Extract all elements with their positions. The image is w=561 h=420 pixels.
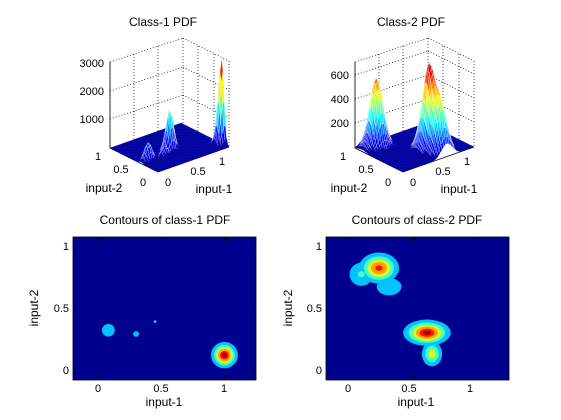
class1-surface-plot: Class-1 PDF: [80, 15, 233, 196]
class2-yticks: 1 0.5 0: [340, 151, 391, 189]
class2-contour-frame: [325, 236, 510, 381]
class2-zticks: 600 400 200: [331, 70, 349, 130]
class1-contour-yticklabels: 0 0.5 1: [54, 241, 69, 377]
x-tick-label: 1: [467, 383, 473, 395]
class2-contour-ticks: [326, 237, 509, 380]
contour-region: [428, 349, 436, 359]
class2-contour-xticklabels: 0 0.5 1: [345, 383, 473, 395]
class2-contour-plot: Contours of class-2 PDF 0 0.5 1 0 0.5 1 …: [281, 213, 510, 409]
class1-yticks: 1 0.5 0: [95, 151, 146, 189]
surface-cell: [470, 146, 475, 148]
contour-region: [133, 331, 140, 337]
class1-ylabel: input-2: [86, 181, 123, 195]
class2-contour-ylabel: input-2: [281, 289, 295, 326]
y-tick-label: 1: [63, 241, 69, 253]
class1-zticks: 3000 2000 1000: [80, 58, 104, 126]
z-tick-label: 400: [331, 94, 349, 106]
class1-surface: [109, 58, 230, 173]
contour-region: [101, 323, 115, 337]
y-tick-label: 1: [95, 151, 101, 163]
class1-contour-ylabel: input-2: [27, 289, 41, 326]
contour-region: [376, 278, 402, 296]
x-tick-label: 0: [95, 383, 101, 395]
class2-ylabel: input-2: [331, 181, 368, 195]
class1-xlabel: input-1: [196, 182, 233, 196]
y-tick-label: 0.5: [358, 164, 373, 176]
class2-contour-background: [326, 237, 509, 380]
class2-contour-fills: [349, 252, 451, 367]
x-tick-label: 0: [345, 383, 351, 395]
contour-region: [423, 330, 431, 335]
y-tick-label: 0: [140, 177, 146, 189]
y-tick-label: 0.5: [113, 164, 128, 176]
class1-contour-ticks: [73, 237, 256, 380]
x-tick-label: 0: [410, 177, 416, 189]
class1-contour-xticklabels: 0 0.5 1: [95, 383, 227, 395]
contour-region: [221, 352, 227, 358]
x-tick-label: 0.5: [401, 383, 416, 395]
class2-contour-title: Contours of class-2 PDF: [352, 213, 483, 227]
class2-xticks: 0 0.5 1: [410, 156, 470, 189]
class1-contour-frame: [72, 236, 257, 381]
x-tick-label: 0: [165, 177, 171, 189]
z-tick-label: 2000: [80, 86, 104, 98]
y-tick-label: 0: [316, 365, 322, 377]
z-tick-label: 200: [331, 118, 349, 130]
contour-region: [154, 320, 156, 323]
surface-cell: [225, 144, 230, 148]
x-tick-label: 1: [219, 156, 225, 168]
y-tick-label: 0: [63, 365, 69, 377]
x-tick-label: 1: [221, 383, 227, 395]
y-tick-label: 0.5: [54, 303, 69, 315]
class1-contour-title: Contours of class-1 PDF: [100, 213, 231, 227]
x-tick-label: 0.5: [190, 166, 205, 178]
contour-region: [375, 265, 383, 271]
class2-contour-xlabel: input-1: [398, 395, 435, 409]
class2-surface-title: Class-2 PDF: [377, 15, 445, 29]
class2-surface: [354, 62, 475, 173]
x-tick-label: 0.5: [153, 383, 168, 395]
class2-xlabel: input-1: [441, 182, 478, 196]
x-tick-label: 0.5: [435, 166, 450, 178]
x-tick-label: 1: [464, 156, 470, 168]
class1-xticks: 0 0.5 1: [165, 156, 225, 189]
z-tick-label: 600: [331, 70, 349, 82]
y-tick-label: 0.5: [307, 303, 322, 315]
class2-contour-yticklabels: 0 0.5 1: [307, 241, 322, 377]
class2-surface-plot: Class-2 PDF: [331, 15, 478, 196]
z-tick-label: 3000: [80, 58, 104, 70]
class1-contour-xlabel: input-1: [146, 395, 183, 409]
z-tick-label: 1000: [80, 114, 104, 126]
contour-region: [358, 271, 365, 278]
y-tick-label: 1: [340, 151, 346, 163]
class1-contour-fills: [101, 320, 238, 369]
y-tick-label: 0: [385, 177, 391, 189]
class1-contour-plot: Contours of class-1 PDF 0 0.5 1 0 0.5 1 …: [27, 213, 257, 409]
y-tick-label: 1: [316, 241, 322, 253]
class1-surface-title: Class-1 PDF: [129, 15, 197, 29]
